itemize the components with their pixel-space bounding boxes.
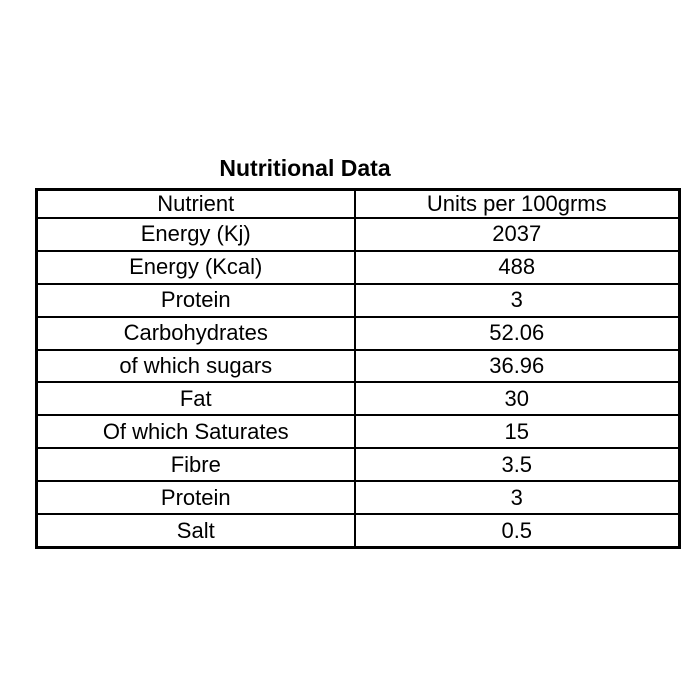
table-row: Protein 3 [35, 480, 681, 516]
value-cell: 15 [353, 414, 681, 450]
table-row: of which sugars 36.96 [35, 348, 681, 384]
value-cell: 3 [353, 480, 681, 516]
value-cell: 3 [353, 282, 681, 318]
nutrient-cell: Protein [35, 282, 356, 318]
table-row: Carbohydrates 52.06 [35, 315, 681, 351]
table-row: Of which Saturates 15 [35, 414, 681, 450]
nutritional-data-table: Nutrient Units per 100grms Energy (Kj) 2… [35, 188, 681, 549]
table-body: Energy (Kj) 2037 Energy (Kcal) 488 Prote… [35, 217, 681, 549]
value-cell: 3.5 [353, 447, 681, 483]
table-row: Salt 0.5 [35, 513, 681, 549]
table-row: Energy (Kj) 2037 [35, 217, 681, 252]
nutrient-cell: Fibre [35, 447, 356, 483]
value-cell: 0.5 [353, 513, 681, 549]
table-row: Protein 3 [35, 282, 681, 318]
nutrient-cell: Fat [35, 381, 356, 417]
table-row: Fat 30 [35, 381, 681, 417]
table-header-row: Nutrient Units per 100grms [35, 188, 681, 219]
table-row: Fibre 3.5 [35, 447, 681, 483]
nutrient-cell: Salt [35, 513, 356, 549]
value-cell: 30 [353, 381, 681, 417]
table-header: Nutrient Units per 100grms [35, 188, 681, 219]
column-header-units: Units per 100grms [353, 188, 681, 219]
value-cell: 2037 [353, 217, 681, 252]
value-cell: 488 [353, 249, 681, 285]
column-header-nutrient: Nutrient [35, 188, 356, 219]
table-title: Nutritional Data [219, 155, 391, 181]
nutrient-cell: Carbohydrates [35, 315, 356, 351]
table-row: Energy (Kcal) 488 [35, 249, 681, 285]
nutrient-cell: Protein [35, 480, 356, 516]
nutrient-cell: Of which Saturates [35, 414, 356, 450]
nutrient-cell: Energy (Kcal) [35, 249, 356, 285]
value-cell: 36.96 [353, 348, 681, 384]
nutrient-cell: of which sugars [35, 348, 356, 384]
value-cell: 52.06 [353, 315, 681, 351]
nutrient-cell: Energy (Kj) [35, 217, 356, 252]
